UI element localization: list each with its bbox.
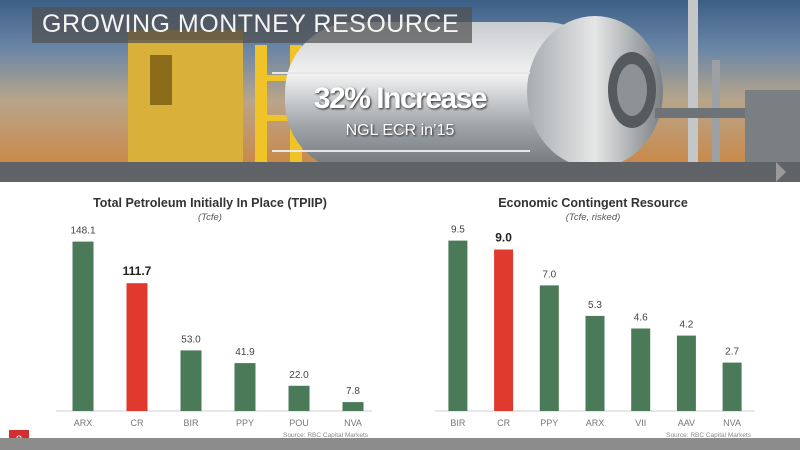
data-label-ppy: 7.0 bbox=[542, 269, 556, 280]
tick-label-ppy: PPY bbox=[540, 418, 558, 428]
data-label-nva: 2.7 bbox=[725, 347, 739, 358]
tick-label-bir: BIR bbox=[450, 418, 466, 428]
bars: 9.5 BIR 9.0 CR 7.0 PPY 5.3 ARX 4.6 VII 4.2 AAV 2.7 NV… bbox=[448, 225, 742, 428]
bar-arx bbox=[72, 241, 94, 411]
headline-rule-bottom bbox=[272, 150, 530, 152]
chart-title: Total Petroleum Initially In Place (TPII… bbox=[93, 196, 327, 210]
bar-aav bbox=[676, 335, 696, 411]
chart-subtitle: (Tcfe, risked) bbox=[566, 212, 621, 223]
bar-pou bbox=[288, 385, 310, 411]
chart-subtitle: (Tcfe) bbox=[198, 212, 222, 223]
tick-label-ppy: PPY bbox=[236, 418, 254, 428]
hero-image bbox=[128, 0, 800, 162]
tick-label-arx: ARX bbox=[586, 418, 605, 428]
tpiip-chart: Total Petroleum Initially In Place (TPII… bbox=[56, 196, 372, 439]
tick-label-arx: ARX bbox=[74, 418, 93, 428]
headline: 32% Increase bbox=[313, 82, 488, 115]
slide-title: GROWING MONTNEY RESOURCE bbox=[42, 10, 460, 38]
bar-cr bbox=[126, 283, 148, 411]
bar-cr bbox=[494, 249, 514, 411]
bar-nva bbox=[722, 362, 742, 411]
tick-label-cr: CR bbox=[131, 418, 144, 428]
data-label-pou: 22.0 bbox=[289, 370, 309, 381]
divider-band bbox=[0, 162, 800, 182]
tick-label-pou: POU bbox=[289, 418, 309, 428]
tick-label-nva: NVA bbox=[344, 418, 362, 428]
tick-label-vii: VII bbox=[635, 418, 646, 428]
bar-nva bbox=[342, 402, 364, 411]
chart-source: Source: RBC Capital Markets bbox=[666, 432, 752, 439]
headline-rule-top bbox=[272, 72, 530, 74]
bar-arx bbox=[585, 315, 605, 411]
title-box bbox=[32, 7, 472, 43]
chart-source: Source: RBC Capital Markets bbox=[283, 432, 369, 439]
tick-label-bir: BIR bbox=[183, 418, 199, 428]
tick-label-aav: AAV bbox=[678, 418, 695, 428]
data-label-arx: 148.1 bbox=[70, 226, 95, 237]
bar-bir bbox=[448, 240, 468, 411]
bars: 148.1 ARX 111.7 CR 53.0 BIR 41.9 PPY 22.0 POU 7.8 N… bbox=[70, 226, 364, 428]
data-label-vii: 4.6 bbox=[634, 313, 648, 324]
data-label-cr: 9.0 bbox=[495, 231, 512, 245]
data-label-bir: 9.5 bbox=[451, 225, 465, 236]
tick-label-nva: NVA bbox=[723, 418, 741, 428]
subheadline: NGL ECR in’15 bbox=[345, 122, 455, 139]
hero-banner: GROWING MONTNEY RESOURCE 32% Increase NG… bbox=[0, 0, 800, 162]
bar-vii bbox=[631, 328, 651, 411]
tick-label-cr: CR bbox=[497, 418, 510, 428]
data-label-ppy: 41.9 bbox=[235, 347, 255, 358]
bar-bir bbox=[180, 350, 202, 411]
bar-ppy bbox=[539, 285, 559, 411]
chart-title: Economic Contingent Resource bbox=[498, 196, 688, 210]
data-label-bir: 53.0 bbox=[181, 334, 201, 345]
data-label-arx: 5.3 bbox=[588, 300, 602, 311]
next-arrow-icon bbox=[776, 162, 786, 182]
data-label-cr: 111.7 bbox=[123, 264, 152, 278]
bar-ppy bbox=[234, 363, 256, 411]
data-label-aav: 4.2 bbox=[679, 320, 693, 331]
ecr-chart: Economic Contingent Resource (Tcfe, risk… bbox=[435, 196, 755, 439]
footer-bar bbox=[0, 438, 800, 450]
data-label-nva: 7.8 bbox=[346, 386, 360, 397]
